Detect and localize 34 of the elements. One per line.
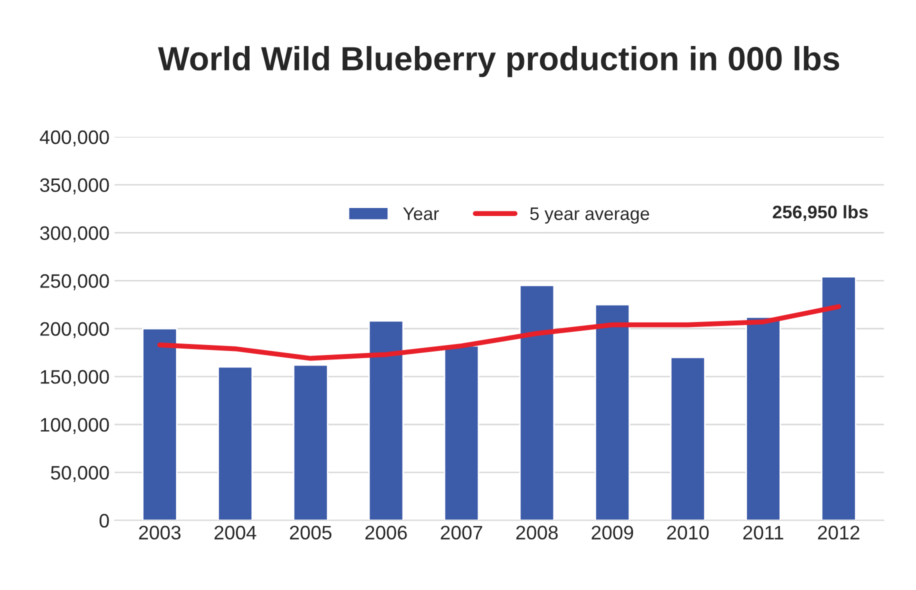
y-tick-label: 350,000 [40,178,109,194]
y-tick-label: 300,000 [40,226,109,242]
y-tick-label: 250,000 [40,274,109,290]
bar [519,284,555,520]
x-tick-label: 2010 [667,526,709,540]
annotation: 256,950 lbs [772,205,868,222]
x-tick-label: 2008 [516,526,558,540]
y-tick-label: 100,000 [40,418,109,434]
legend-label: Year [403,207,439,220]
y-tick-label: 200,000 [40,322,109,338]
x-tick-label: 2011 [743,526,784,540]
x-tick-label: 2006 [365,526,407,540]
bar [746,316,781,520]
x-tick-label: 2012 [818,526,860,540]
bar [292,364,328,520]
y-tick-label: 150,000 [40,370,109,386]
bar [142,328,178,520]
bar [670,356,706,520]
bar [218,366,253,520]
y-tick-label: 0 [100,514,109,528]
bar [444,345,480,520]
bar [594,304,630,520]
x-tick-label: 2009 [592,526,634,540]
chart-title: World Wild Blueberry production in 000 lbs [158,46,840,78]
y-tick-label: 400,000 [40,130,109,146]
y-tick-label: 50,000 [50,466,109,482]
line-series [157,304,842,361]
x-tick-label: 2005 [290,526,332,540]
x-tick-label: 2004 [214,526,256,540]
x-tick-label: 2003 [139,526,181,540]
legend-label: 5 year average [530,207,650,224]
x-tick-label: 2007 [440,526,482,540]
bar [368,320,404,520]
bar [821,276,856,520]
